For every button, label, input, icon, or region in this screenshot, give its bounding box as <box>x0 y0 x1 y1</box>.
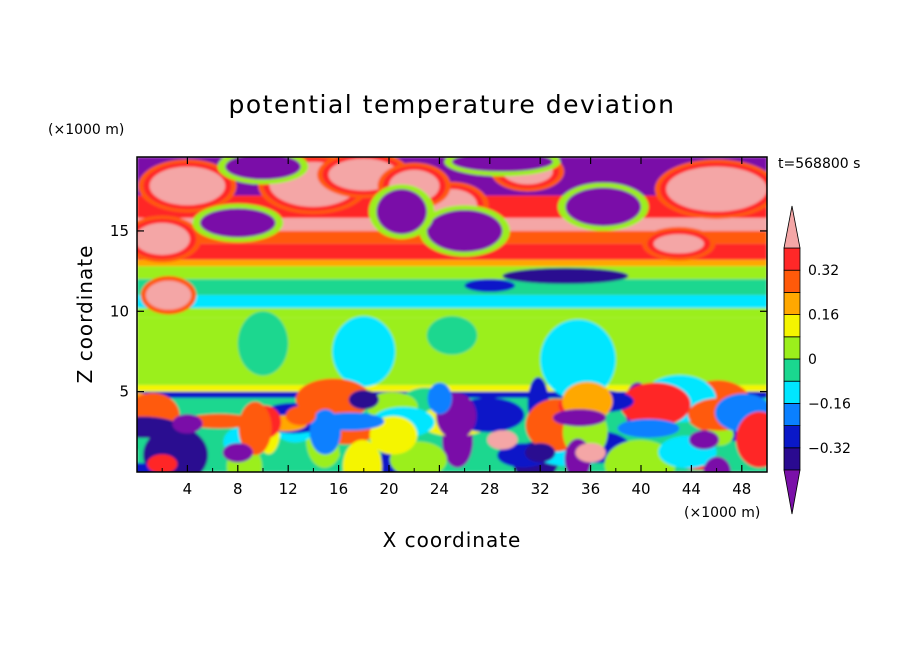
contour-region <box>295 378 372 420</box>
colorbar-tick-label: 0.32 <box>808 263 839 279</box>
colorbar-tick-label: 0.16 <box>808 308 839 324</box>
colorbar-max-extension <box>783 205 801 249</box>
colorbar: 0.32 0.16 0 −0.16 −0.32 <box>783 205 851 515</box>
colorbar-segment <box>783 380 801 404</box>
colorbar-segment <box>783 425 801 449</box>
contour-region <box>552 409 607 427</box>
colorbar-tick-label: −0.32 <box>808 441 851 457</box>
colorbar-segment <box>783 247 801 271</box>
contour-region <box>149 166 226 206</box>
contour-region <box>666 166 767 212</box>
contour-region <box>604 439 676 472</box>
contour-region <box>617 418 680 438</box>
x-tick-label: 32 <box>531 480 550 498</box>
y-axis: 5 10 15 <box>110 222 767 401</box>
contour-region <box>565 187 641 227</box>
contour-region <box>703 456 731 472</box>
contour-band <box>137 295 767 309</box>
colorbar-segment <box>783 269 801 293</box>
plot-frame <box>136 156 768 473</box>
x-tick-label: 4 <box>183 480 193 498</box>
colorbar-segment <box>783 402 801 426</box>
colorbar-segment <box>783 291 801 315</box>
x-tick-label: 16 <box>329 480 348 498</box>
contour-region <box>143 426 209 472</box>
contour-region <box>502 267 629 284</box>
chart-title: potential temperature deviation <box>229 90 676 119</box>
contour-region <box>369 416 418 455</box>
x-tick-label: 48 <box>732 480 751 498</box>
contour-region <box>237 311 289 376</box>
contour-region <box>147 454 178 472</box>
colorbar-segment <box>783 358 801 382</box>
contour-region <box>376 189 427 235</box>
x-axis: 4 8 12 16 20 24 28 32 36 40 44 48 <box>161 157 751 498</box>
contour-region <box>653 234 704 254</box>
contour-region <box>487 430 518 450</box>
x-unit-label: (×1000 m) <box>684 505 760 521</box>
x-tick-label: 40 <box>631 480 650 498</box>
contour-region <box>736 411 767 468</box>
contour-band <box>137 259 767 267</box>
contour-region <box>285 406 316 426</box>
x-tick-label: 8 <box>233 480 243 498</box>
contour-region <box>348 390 379 410</box>
contour-region <box>145 280 192 310</box>
contour-band <box>137 266 767 280</box>
contour-field <box>137 157 767 472</box>
contour-region <box>426 210 503 252</box>
contour-region <box>332 316 396 387</box>
contour-region <box>238 401 272 456</box>
contour-region <box>427 382 452 415</box>
colorbar-min-extension <box>783 469 801 515</box>
contour-region <box>200 208 276 238</box>
contour-region <box>525 443 556 463</box>
contour-region <box>464 279 515 293</box>
contour-band <box>137 308 767 318</box>
x-tick-label: 28 <box>480 480 499 498</box>
x-axis-label: X coordinate <box>383 528 522 552</box>
y-unit-label: (×1000 m) <box>48 122 124 138</box>
contour-band <box>137 385 767 392</box>
x-tick-label: 12 <box>279 480 298 498</box>
contour-region <box>575 443 606 463</box>
colorbar-segment <box>783 314 801 338</box>
y-axis-label: Z coordinate <box>73 245 97 384</box>
x-tick-label: 44 <box>682 480 701 498</box>
colorbar-tick-label: −0.16 <box>808 396 851 412</box>
contour-region <box>342 439 382 472</box>
y-tick-label: 5 <box>119 383 129 401</box>
time-label: t=568800 s <box>778 156 860 172</box>
contour-region <box>452 157 553 172</box>
contour-region <box>540 319 616 400</box>
contour-region <box>137 222 190 256</box>
contour-region <box>222 443 253 463</box>
y-tick-label: 10 <box>110 302 129 320</box>
contour-region <box>620 382 691 427</box>
colorbar-tick-label: 0 <box>808 352 817 368</box>
x-tick-label: 24 <box>430 480 449 498</box>
colorbar-segment <box>783 447 801 471</box>
contour-region <box>225 157 301 180</box>
contour-region <box>688 430 720 450</box>
x-tick-label: 36 <box>581 480 600 498</box>
colorbar-segment <box>783 336 801 360</box>
x-tick-label: 20 <box>379 480 398 498</box>
contour-region <box>315 412 385 431</box>
y-tick-label: 15 <box>110 222 129 240</box>
contour-region <box>172 414 203 434</box>
contour-region <box>426 316 478 355</box>
contour-band <box>137 279 767 296</box>
